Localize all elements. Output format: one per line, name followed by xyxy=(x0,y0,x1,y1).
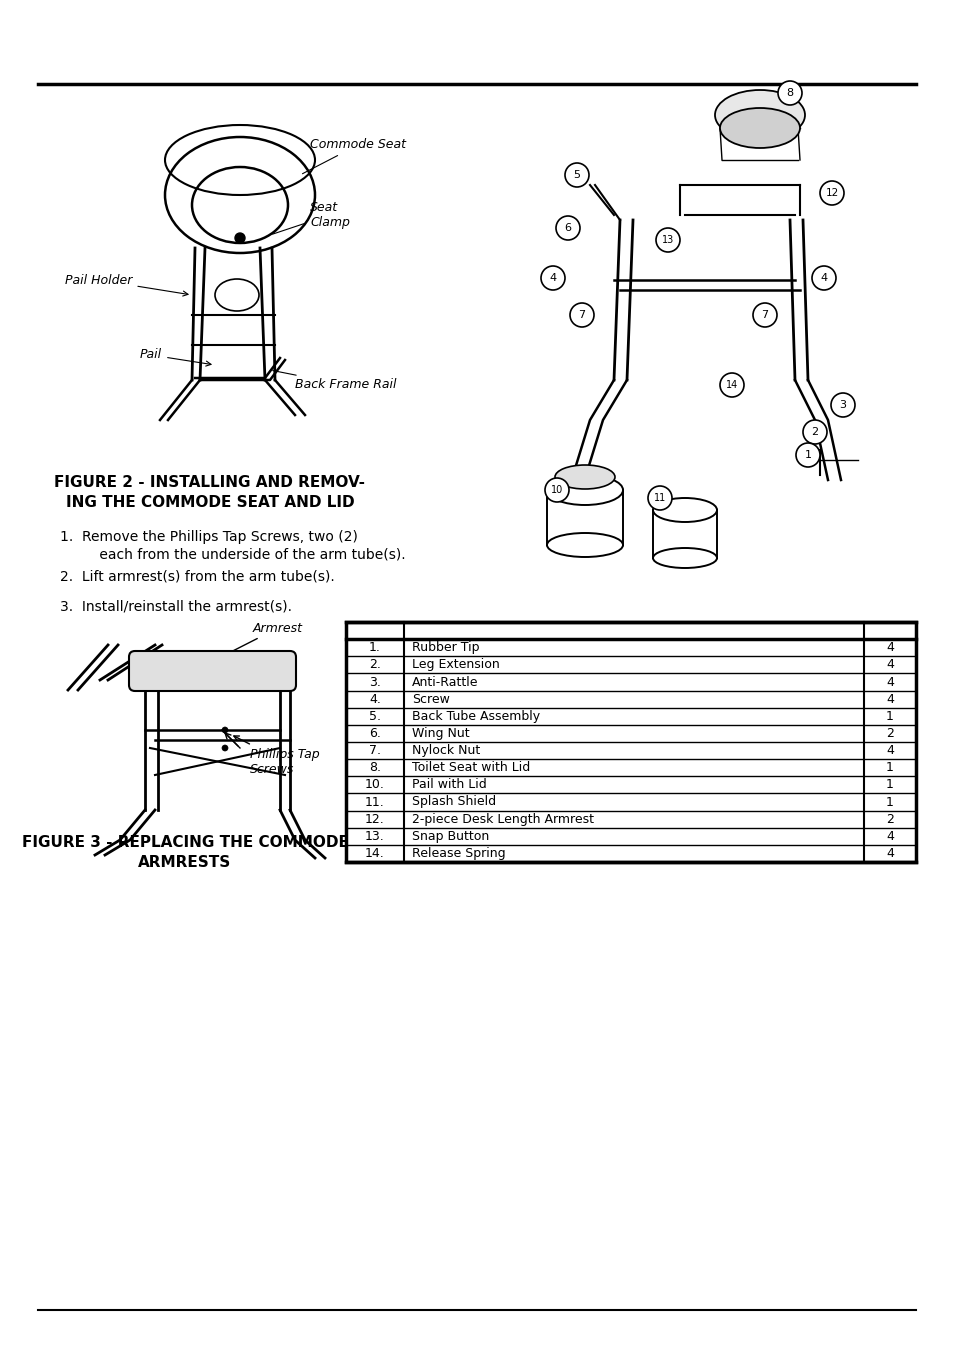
Text: 4: 4 xyxy=(885,658,893,671)
FancyBboxPatch shape xyxy=(129,651,295,690)
Text: 7: 7 xyxy=(760,309,768,320)
Circle shape xyxy=(540,266,564,290)
Text: 1: 1 xyxy=(885,796,893,808)
Text: 12.: 12. xyxy=(365,813,384,825)
Text: 2.: 2. xyxy=(369,658,380,671)
Text: Toilet Seat with Lid: Toilet Seat with Lid xyxy=(412,761,530,774)
Ellipse shape xyxy=(720,108,800,149)
Text: 11: 11 xyxy=(653,493,665,503)
Text: 5: 5 xyxy=(573,170,579,180)
Text: 4: 4 xyxy=(885,642,893,654)
Text: Armrest: Armrest xyxy=(218,621,303,658)
Text: 4: 4 xyxy=(549,273,556,282)
Text: 7.: 7. xyxy=(369,744,380,757)
Text: 2: 2 xyxy=(811,427,818,436)
Circle shape xyxy=(564,163,588,186)
Text: 4: 4 xyxy=(885,744,893,757)
Text: 1.: 1. xyxy=(369,642,380,654)
Text: Commode Seat: Commode Seat xyxy=(302,139,406,174)
Text: Back Frame Rail: Back Frame Rail xyxy=(273,370,396,392)
Text: Pail with Lid: Pail with Lid xyxy=(412,778,486,792)
Ellipse shape xyxy=(714,91,804,141)
Text: 1: 1 xyxy=(885,761,893,774)
Text: 4: 4 xyxy=(820,273,826,282)
Text: 1: 1 xyxy=(885,709,893,723)
Text: 4: 4 xyxy=(885,693,893,705)
Text: Nylock Nut: Nylock Nut xyxy=(412,744,479,757)
Text: Anti-Rattle: Anti-Rattle xyxy=(412,676,478,689)
Text: 4: 4 xyxy=(885,676,893,689)
Text: 2: 2 xyxy=(885,813,893,825)
Text: Screw: Screw xyxy=(412,693,450,705)
Text: 8: 8 xyxy=(785,88,793,99)
Text: 5.: 5. xyxy=(369,709,380,723)
Text: FIGURE 2 - INSTALLING AND REMOV-
ING THE COMMODE SEAT AND LID: FIGURE 2 - INSTALLING AND REMOV- ING THE… xyxy=(54,476,365,509)
Circle shape xyxy=(647,486,671,509)
Text: 10: 10 xyxy=(550,485,562,494)
Text: FIGURE 3 - REPLACING THE COMMODE
ARMRESTS: FIGURE 3 - REPLACING THE COMMODE ARMREST… xyxy=(22,835,348,870)
Text: Pail: Pail xyxy=(140,349,211,366)
Text: 6.: 6. xyxy=(369,727,380,740)
Text: 3: 3 xyxy=(839,400,845,409)
Circle shape xyxy=(569,303,594,327)
Circle shape xyxy=(830,393,854,417)
Text: Rubber Tip: Rubber Tip xyxy=(412,642,479,654)
Text: Seat
Clamp: Seat Clamp xyxy=(273,201,350,234)
Text: Snap Button: Snap Button xyxy=(412,830,489,843)
Circle shape xyxy=(752,303,776,327)
Ellipse shape xyxy=(555,465,615,489)
Circle shape xyxy=(222,744,228,751)
Circle shape xyxy=(720,373,743,397)
Ellipse shape xyxy=(652,549,717,567)
Circle shape xyxy=(234,232,245,243)
Text: Back Tube Assembly: Back Tube Assembly xyxy=(412,709,539,723)
Text: 2-piece Desk Length Armrest: 2-piece Desk Length Armrest xyxy=(412,813,594,825)
Circle shape xyxy=(778,81,801,105)
Ellipse shape xyxy=(546,534,622,557)
Circle shape xyxy=(656,228,679,253)
Text: 1.  Remove the Phillips Tap Screws, two (2)
         each from the underside of : 1. Remove the Phillips Tap Screws, two (… xyxy=(60,530,405,561)
Text: Pail Holder: Pail Holder xyxy=(65,273,188,296)
Text: 4: 4 xyxy=(885,847,893,861)
Circle shape xyxy=(820,181,843,205)
Ellipse shape xyxy=(652,499,717,521)
Circle shape xyxy=(811,266,835,290)
Text: 7: 7 xyxy=(578,309,585,320)
Text: 4.: 4. xyxy=(369,693,380,705)
Ellipse shape xyxy=(546,476,622,505)
Text: Leg Extension: Leg Extension xyxy=(412,658,499,671)
Text: 8.: 8. xyxy=(369,761,380,774)
Text: 6: 6 xyxy=(564,223,571,232)
Text: 10.: 10. xyxy=(365,778,384,792)
Text: 4: 4 xyxy=(885,830,893,843)
Text: 11.: 11. xyxy=(365,796,384,808)
Text: 14: 14 xyxy=(725,380,738,390)
Circle shape xyxy=(795,443,820,467)
Text: 1: 1 xyxy=(803,450,811,459)
Text: 12: 12 xyxy=(824,188,838,199)
Text: 3.  Install/reinstall the armrest(s).: 3. Install/reinstall the armrest(s). xyxy=(60,600,292,613)
Circle shape xyxy=(556,216,579,240)
Bar xyxy=(346,621,915,862)
Text: 13: 13 xyxy=(661,235,674,245)
Text: Wing Nut: Wing Nut xyxy=(412,727,469,740)
Text: 3.: 3. xyxy=(369,676,380,689)
Text: 14.: 14. xyxy=(365,847,384,861)
Circle shape xyxy=(222,727,228,734)
Text: 2.  Lift armrest(s) from the arm tube(s).: 2. Lift armrest(s) from the arm tube(s). xyxy=(60,570,335,584)
Text: Splash Shield: Splash Shield xyxy=(412,796,496,808)
Text: 13.: 13. xyxy=(365,830,384,843)
Circle shape xyxy=(802,420,826,444)
Text: Phillips Tap
Screws: Phillips Tap Screws xyxy=(233,736,319,775)
Text: 2: 2 xyxy=(885,727,893,740)
Text: 1: 1 xyxy=(885,778,893,792)
Circle shape xyxy=(544,478,568,503)
Text: Release Spring: Release Spring xyxy=(412,847,505,861)
